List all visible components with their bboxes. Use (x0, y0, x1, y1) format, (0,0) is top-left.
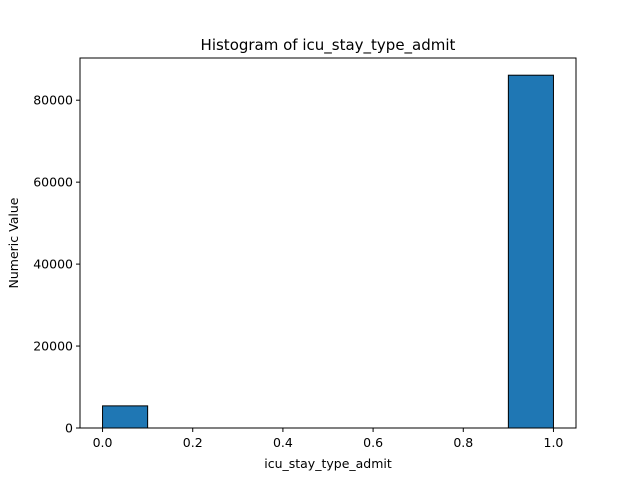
histogram-bar-0 (102, 405, 149, 429)
x-tick-label: 0.6 (363, 435, 383, 450)
y-axis-title: Numeric Value (6, 197, 21, 288)
x-tick-label: 0.8 (453, 435, 473, 450)
plot-frame (79, 57, 577, 429)
y-tick-label: 20000 (33, 339, 73, 354)
y-tick-label: 80000 (33, 93, 73, 108)
x-tick-label: 0.0 (93, 435, 113, 450)
y-axis-ticks: 0 20000 40000 60000 80000 (33, 93, 80, 436)
x-tick-label: 0.2 (183, 435, 203, 450)
chart-title: Histogram of icu_stay_type_admit (201, 36, 456, 55)
x-tick-label: 0.4 (273, 435, 293, 450)
x-axis-title: icu_stay_type_admit (264, 456, 392, 471)
x-axis-ticks: 0.0 0.2 0.4 0.6 0.8 1.0 (93, 428, 564, 450)
y-tick-label: 40000 (33, 257, 73, 272)
y-tick-label: 60000 (33, 175, 73, 190)
y-tick-label: 0 (65, 421, 73, 436)
x-tick-label: 1.0 (544, 435, 564, 450)
histogram-bar-9 (507, 74, 554, 429)
